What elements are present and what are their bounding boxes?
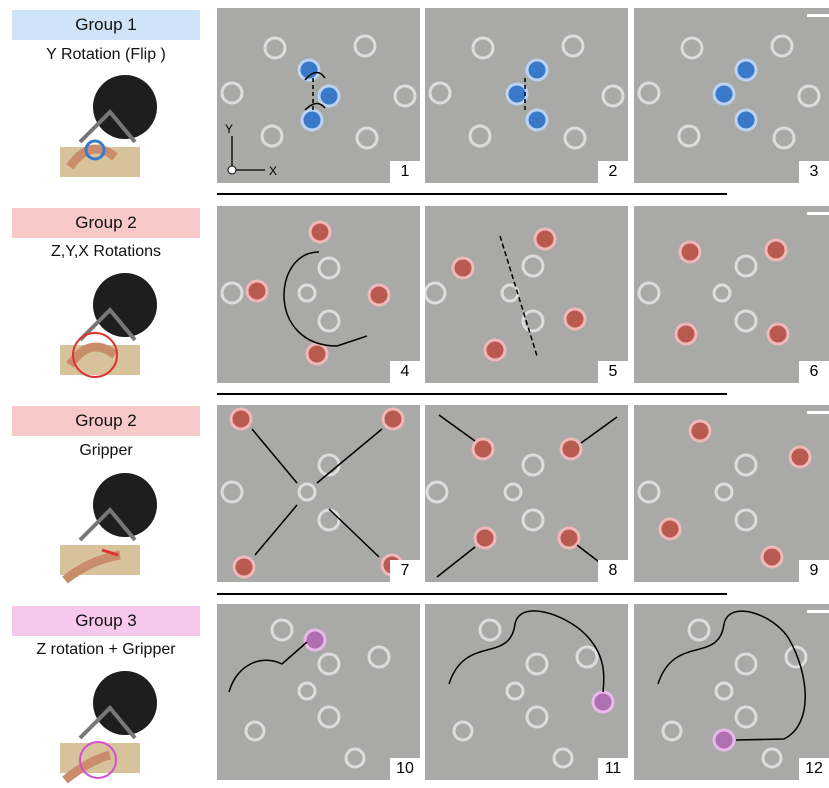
panel-number-12: 12	[799, 758, 829, 780]
haptic-device-image-1	[50, 72, 160, 192]
haptic-device-image-3	[50, 470, 160, 590]
group-label-1: Group 1	[12, 10, 200, 40]
panel-number-3: 3	[799, 161, 829, 183]
panel-11: 11	[425, 604, 628, 780]
panel-number-10: 10	[390, 758, 420, 780]
panel-10: 10	[217, 604, 420, 780]
panel-number-11: 11	[598, 758, 628, 780]
panel-number-1: 1	[390, 161, 420, 183]
panel-5: 5	[425, 206, 628, 383]
row-divider-2	[217, 393, 727, 395]
group-subtitle-3: Gripper	[0, 442, 212, 460]
panel-number-8: 8	[598, 560, 628, 582]
panel-9: 9	[634, 405, 829, 582]
scale-bar	[807, 610, 829, 613]
axis-y-label: Y	[225, 122, 233, 136]
group-subtitle-2: Z,Y,X Rotations	[0, 243, 212, 261]
panel-number-7: 7	[390, 560, 420, 582]
haptic-device-image-4	[50, 668, 160, 788]
panel-7: 7	[217, 405, 420, 582]
scale-bar	[807, 212, 829, 215]
panel-number-4: 4	[390, 361, 420, 383]
group-label-4: Group 3	[12, 606, 200, 636]
panel-3: 3	[634, 8, 829, 183]
panel-number-9: 9	[799, 560, 829, 582]
panel-12: 12	[634, 604, 829, 780]
panel-number-6: 6	[799, 361, 829, 383]
panel-4: 4	[217, 206, 420, 383]
panel-6: 6	[634, 206, 829, 383]
row-divider-3	[217, 593, 727, 595]
group-label-3: Group 2	[12, 406, 200, 436]
panel-1: Y X 1	[217, 8, 420, 183]
group-subtitle-1: Y Rotation (Flip )	[0, 46, 212, 64]
panel-number-5: 5	[598, 361, 628, 383]
group-label-2: Group 2	[12, 208, 200, 238]
haptic-device-image-2	[50, 270, 160, 390]
axis-x-label: X	[269, 164, 277, 178]
panel-8: 8	[425, 405, 628, 582]
panel-number-2: 2	[598, 161, 628, 183]
scale-bar	[807, 411, 829, 414]
group-subtitle-4: Z rotation + Gripper	[0, 641, 212, 659]
panel-2: 2	[425, 8, 628, 183]
row-divider-1	[217, 193, 727, 195]
scale-bar	[807, 14, 829, 17]
